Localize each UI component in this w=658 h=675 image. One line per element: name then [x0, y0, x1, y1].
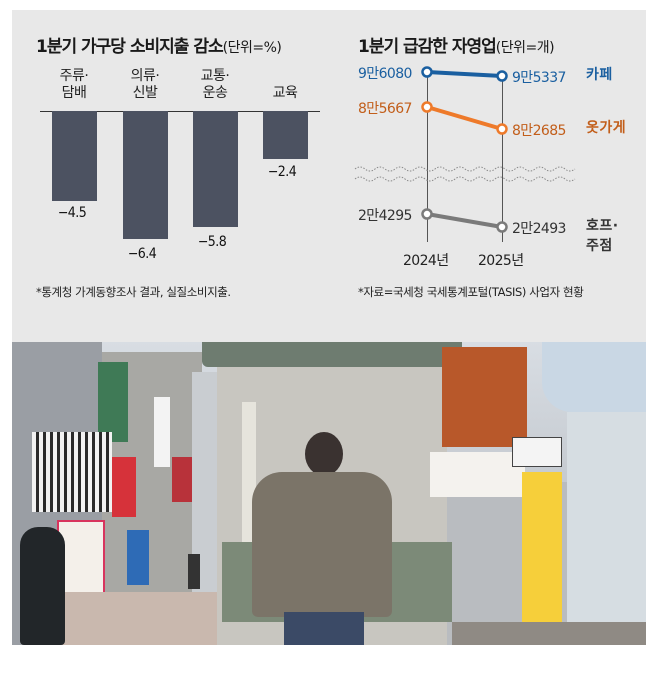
- sign-apple-as: [154, 397, 170, 467]
- line-chart-unit: (단위=개): [495, 40, 555, 56]
- point-label-clothing-2024: 8만5667: [358, 101, 412, 117]
- year-gridline-2025: [502, 76, 503, 242]
- bar-value-label: −2.4: [267, 164, 297, 180]
- infographic-panel: 1분기 가구당 소비지출 감소(단위=%) 주류· 담배 의류· 신발 교통· …: [12, 10, 646, 345]
- bar-category-label: 교통· 운송: [200, 68, 230, 101]
- pedestrian-far: [188, 554, 200, 589]
- line-chart-title: 1분기 급감한 자영업(단위=개): [358, 37, 555, 57]
- year-gridline-2024: [427, 72, 428, 242]
- man-jacket: [252, 472, 392, 617]
- cart-awning: [202, 342, 462, 367]
- man-head: [305, 432, 343, 476]
- sign-striped: [32, 432, 112, 512]
- bar-category-label: 의류· 신발: [130, 68, 160, 101]
- bar-baseline: [40, 111, 320, 112]
- bar: [263, 111, 308, 159]
- pavement-right: [452, 622, 646, 645]
- series-name-cafe: 카페: [586, 67, 613, 83]
- shop-white-banner: [430, 452, 525, 497]
- series-name-pub: 호프· 주점: [586, 218, 619, 254]
- white-canopy: [542, 342, 646, 412]
- bar: [193, 111, 238, 227]
- axis-break-icon: [354, 166, 576, 182]
- bar-value-label: −4.5: [57, 205, 87, 221]
- building-right: [567, 412, 646, 645]
- point-label-cafe-2024: 9만6080: [358, 66, 412, 82]
- line-series-svg: [354, 66, 576, 233]
- bar-category-label: 교육: [272, 85, 298, 101]
- atm-booth: [127, 530, 149, 585]
- karaoke-sign: [512, 437, 562, 467]
- bar: [52, 111, 97, 201]
- x-label-2024: 2024년: [403, 253, 449, 269]
- bar-value-label: −5.8: [197, 234, 227, 250]
- bar-category-label: 주류· 담배: [59, 68, 89, 101]
- point-label-cafe-2025: 9만5337: [512, 70, 566, 86]
- bar-chart-footnote: *통계청 가계동향조사 결과, 실질소비지출.: [36, 285, 231, 299]
- point-label-clothing-2025: 8만2685: [512, 123, 566, 139]
- point-label-pub-2025: 2만2493: [512, 221, 566, 237]
- coin-karaoke-banner: [522, 472, 562, 622]
- x-label-2025: 2025년: [478, 253, 524, 269]
- man-jeans: [284, 612, 364, 645]
- sign-red-vertical: [172, 457, 192, 502]
- line-chart-footnote: *자료=국세청 국세통계포털(TASIS) 사업자 현황: [358, 285, 584, 299]
- point-label-pub-2024: 2만4295: [358, 208, 412, 224]
- bar: [123, 111, 168, 239]
- bar-value-label: −6.4: [127, 246, 157, 262]
- bar-chart-title: 1분기 가구당 소비지출 감소(단위=%): [36, 37, 282, 57]
- series-name-clothing: 옷가게: [586, 120, 627, 136]
- pedestrian-left: [20, 527, 65, 645]
- sign-sports-game: [112, 457, 136, 517]
- shop-dark-sign: [442, 347, 527, 447]
- street-photo: [12, 342, 646, 645]
- bar-chart-unit: (단위=%): [222, 40, 282, 56]
- sign-green: [98, 362, 128, 442]
